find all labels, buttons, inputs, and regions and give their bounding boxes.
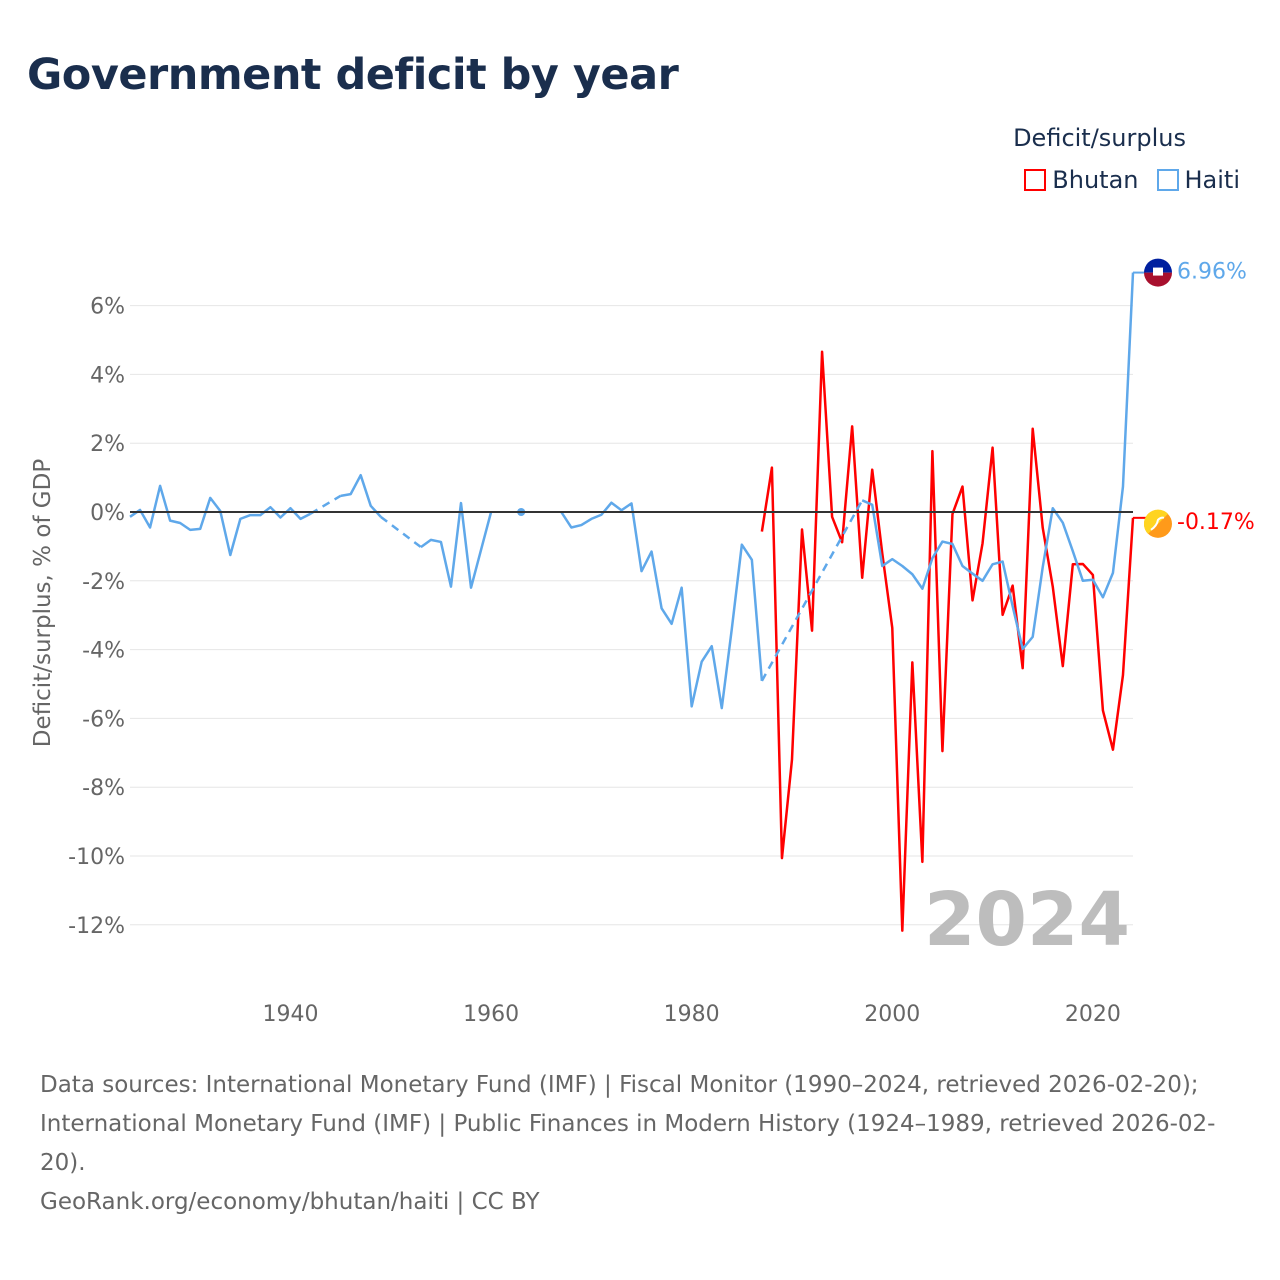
x-tick-label: 2020 <box>1065 1002 1121 1027</box>
bhutan-flag-icon <box>1143 509 1172 538</box>
y-tick-label: -8% <box>82 776 125 801</box>
flag-emblem <box>1153 267 1163 276</box>
y-tick-label: -6% <box>82 707 125 732</box>
series-interpolated-haiti <box>379 515 422 549</box>
footer: Data sources: International Monetary Fun… <box>40 1066 1240 1222</box>
y-tick-label: -10% <box>68 845 125 870</box>
legend: Bhutan Haiti <box>1024 166 1240 194</box>
series-line-haiti <box>560 501 764 710</box>
y-tick-label: 4% <box>90 363 125 388</box>
legend-item-bhutan[interactable]: Bhutan <box>1024 166 1139 194</box>
flag-yellow-half <box>1143 509 1168 534</box>
y-tick-label: 0% <box>90 501 125 526</box>
series-line-haiti <box>340 473 382 518</box>
flag-red-half <box>1144 272 1172 287</box>
source-link[interactable]: GeoRank.org/economy/bhutan/haiti | CC BY <box>40 1189 540 1215</box>
flag-dragon <box>1150 516 1165 531</box>
series-interpolated-haiti <box>760 499 864 682</box>
y-tick-label: 6% <box>90 295 125 320</box>
legend-item-haiti[interactable]: Haiti <box>1156 166 1241 194</box>
data-sources: Data sources: International Monetary Fun… <box>40 1072 1216 1176</box>
series-line-haiti <box>420 501 493 589</box>
legend-label: Haiti <box>1184 166 1241 194</box>
legend-swatch-bhutan <box>1024 169 1047 191</box>
series-line-haiti <box>861 272 1135 651</box>
series-interpolated-haiti <box>309 494 342 515</box>
x-tick-label: 1960 <box>463 1002 519 1027</box>
y-axis-label: Deficit/surplus, % of GDP <box>30 459 56 748</box>
legend-label: Bhutan <box>1052 166 1139 194</box>
haiti-flag-icon <box>1144 258 1172 287</box>
end-value-label-haiti: 6.96% <box>1177 260 1247 285</box>
series-line-haiti <box>129 484 312 557</box>
y-tick-label: -12% <box>68 914 125 939</box>
legend-title: Deficit/surplus <box>1013 124 1186 152</box>
end-value-label-bhutan: -0.17% <box>1177 510 1255 535</box>
y-tick-label: -2% <box>82 570 125 595</box>
series-line-bhutan <box>760 350 1135 932</box>
chart-title: Government deficit by year <box>27 50 679 100</box>
current-year-watermark: 2024 <box>924 877 1130 963</box>
flag-blue-half <box>1144 258 1172 273</box>
y-tick-label: 2% <box>90 432 125 457</box>
y-tick-label: -4% <box>82 639 125 664</box>
x-tick-label: 1980 <box>664 1002 720 1027</box>
x-tick-label: 2000 <box>864 1002 920 1027</box>
x-tick-label: 1940 <box>262 1002 318 1027</box>
legend-swatch-haiti <box>1156 169 1179 191</box>
